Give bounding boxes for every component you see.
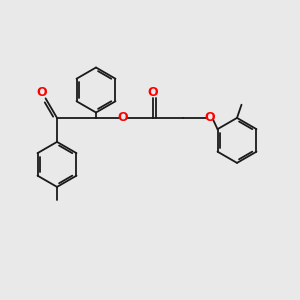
Text: O: O <box>205 111 215 124</box>
Text: O: O <box>118 111 128 124</box>
Text: O: O <box>148 85 158 99</box>
Text: O: O <box>37 86 47 100</box>
